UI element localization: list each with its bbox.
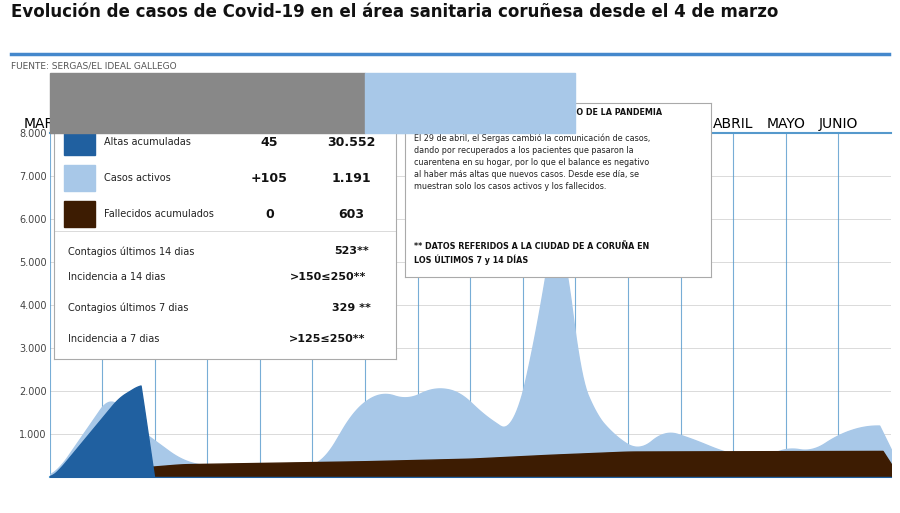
- Text: FUENTE: SERGAS/EL IDEAL GALLEGO: FUENTE: SERGAS/EL IDEAL GALLEGO: [11, 62, 176, 71]
- Text: Contagios últimos 7 dias: Contagios últimos 7 dias: [68, 303, 188, 313]
- Text: +105: +105: [251, 172, 288, 185]
- Bar: [64, 165, 95, 191]
- Text: 30.552: 30.552: [328, 136, 375, 149]
- Text: 329 **: 329 **: [332, 303, 371, 313]
- Text: 45: 45: [261, 136, 278, 149]
- Text: * DATO ACUMULADO DESDE EL INICIO DE LA PANDEMIA: * DATO ACUMULADO DESDE EL INICIO DE LA P…: [414, 108, 662, 117]
- Text: ** DATOS REFERIDOS A LA CIUDAD DE A CORUÑA EN
LOS ÚLTIMOS 7 y 14 DÍAS: ** DATOS REFERIDOS A LA CIUDAD DE A CORU…: [414, 242, 650, 265]
- Text: Incidencia a 14 dias: Incidencia a 14 dias: [68, 272, 165, 282]
- Text: 603: 603: [338, 208, 364, 221]
- Text: El 29 de abril, el Sergas cambió la comunicación de casos,
dando por recuperados: El 29 de abril, el Sergas cambió la comu…: [414, 134, 651, 191]
- Text: 523**: 523**: [334, 246, 369, 256]
- Bar: [64, 129, 95, 155]
- Text: Contagios últimos 14 dias: Contagios últimos 14 dias: [68, 246, 194, 256]
- Text: Altas acumuladas: Altas acumuladas: [104, 137, 191, 147]
- Text: NUEVOS: NUEVOS: [247, 113, 292, 123]
- Text: 0: 0: [266, 208, 274, 221]
- Text: >125≤250**: >125≤250**: [290, 333, 365, 344]
- Text: TOTAL: TOTAL: [334, 113, 369, 123]
- Text: 1.191: 1.191: [332, 172, 372, 185]
- Bar: [64, 201, 95, 227]
- Text: Evolución de casos de Covid-19 en el área sanitaria coruñesa desde el 4 de marzo: Evolución de casos de Covid-19 en el áre…: [11, 3, 778, 21]
- Text: >150≤250**: >150≤250**: [290, 272, 365, 282]
- Text: Incidencia a 7 dias: Incidencia a 7 dias: [68, 333, 159, 344]
- Text: Casos activos: Casos activos: [104, 173, 170, 183]
- Text: Fallecidos acumulados: Fallecidos acumulados: [104, 209, 213, 219]
